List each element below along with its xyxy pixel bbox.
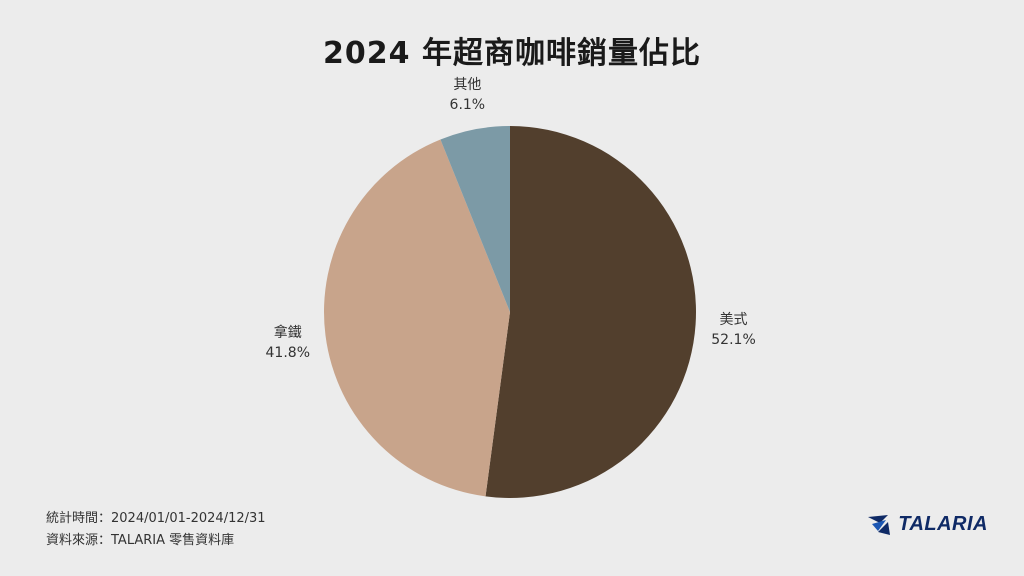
chart-title: 2024 年超商咖啡銷量佔比	[323, 36, 701, 71]
logo-text: TALARIA	[898, 512, 988, 535]
footer-period: 統計時間：2024/01/01-2024/12/31	[46, 511, 266, 526]
footer-notes: 統計時間：2024/01/01-2024/12/31 資料來源：TALARIA …	[46, 508, 266, 552]
slice-name-label-0: 美式	[720, 312, 748, 328]
slice-name-label-1: 拿鐵	[274, 324, 302, 341]
slice-value-label-0: 52.1%	[711, 332, 755, 348]
slice-value-label-2: 6.1%	[450, 97, 486, 113]
footer-source: 資料來源：TALARIA 零售資料庫	[46, 533, 235, 548]
pie-slice-2	[440, 126, 510, 312]
slice-value-label-1: 41.8%	[266, 345, 310, 361]
slice-name-label-2: 其他	[453, 77, 481, 93]
pie-slice-0	[485, 126, 697, 499]
talaria-wing-logo-icon	[868, 515, 891, 535]
pie-slice-1	[324, 139, 510, 497]
brand-logo: TALARIA	[866, 512, 988, 536]
